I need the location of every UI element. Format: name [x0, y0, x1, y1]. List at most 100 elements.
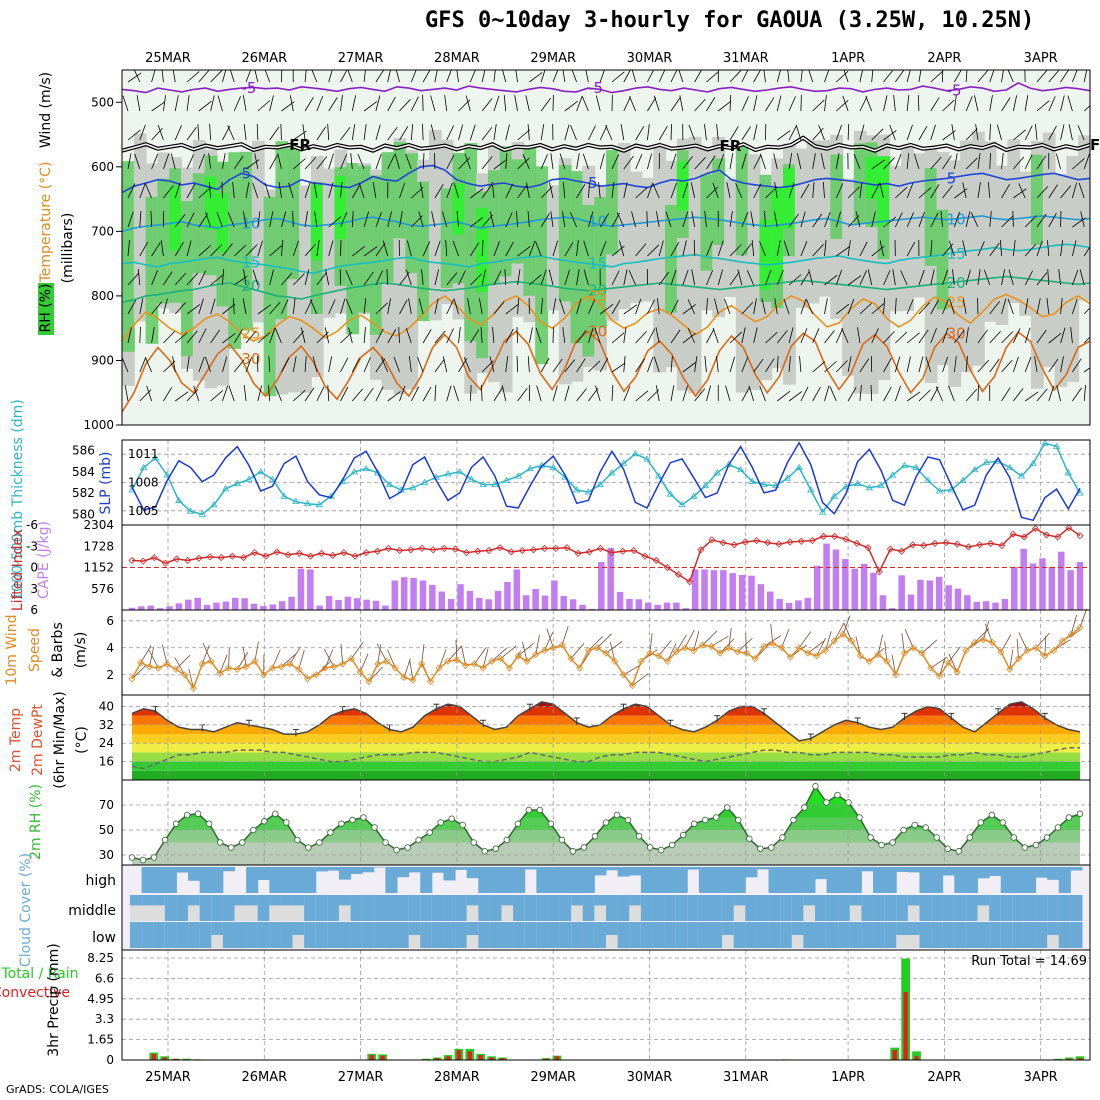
wind-barb	[227, 125, 235, 141]
wind-barb	[953, 356, 957, 373]
temp-axis-label-0: 2m Temp	[8, 708, 24, 772]
wind-barb	[163, 387, 173, 402]
wind-barb	[883, 216, 897, 228]
thickness-tick-label: 586	[72, 444, 95, 458]
wind-barb	[559, 153, 566, 170]
wind-barb	[277, 153, 282, 170]
wind-barb	[836, 70, 849, 83]
rh-point	[668, 841, 676, 849]
humidity-band-green	[558, 165, 572, 302]
wind-barb	[304, 356, 307, 373]
wind-barb	[1067, 95, 1073, 112]
precip-convective-bar	[1066, 1058, 1072, 1060]
wind-speed-point	[935, 672, 944, 680]
wind-barb	[894, 385, 901, 402]
li-tick-label: 6	[30, 603, 38, 617]
temperature-contour-label: FR	[289, 136, 311, 154]
wind-barb	[186, 212, 195, 228]
wind-barb	[1072, 358, 1082, 373]
wind-barb	[829, 386, 837, 402]
cape-bar	[354, 598, 361, 610]
wind-speed-point	[233, 665, 241, 673]
cloud-cell	[965, 867, 979, 893]
cloud-cell	[466, 867, 479, 879]
humidity-band-bright	[452, 183, 466, 235]
wind-barb	[281, 299, 289, 315]
slp-tick-label: 1008	[128, 476, 159, 490]
wind-barb	[269, 95, 274, 112]
cloud-cell	[745, 867, 758, 878]
cloud-cell	[965, 922, 979, 948]
cape-bar	[879, 595, 887, 610]
lifted-index-point	[619, 547, 627, 555]
wind-speed-series	[128, 623, 1084, 692]
cape-bar	[907, 594, 915, 610]
wind-speed-point	[268, 664, 277, 672]
wind-speed-point	[839, 630, 847, 638]
wind-barb	[588, 360, 601, 373]
wind-barb	[434, 330, 446, 344]
wind-barb	[269, 211, 274, 228]
temperature-contour-label: 10	[588, 213, 607, 231]
wind-barb	[1013, 156, 1025, 170]
wind-barb	[233, 244, 247, 257]
cloud-cell	[977, 922, 990, 948]
wind-barb	[859, 270, 867, 286]
rh-point	[724, 804, 731, 811]
lifted-index-point	[161, 559, 170, 567]
wind-barb	[345, 270, 353, 286]
pressure-tick-label: 500	[91, 95, 114, 109]
humidity-band-green	[145, 196, 159, 344]
wind-barb-10m	[833, 623, 845, 642]
cloud-cell	[199, 867, 212, 893]
wind-barb	[1024, 215, 1037, 228]
wind-barb	[198, 328, 207, 344]
wind-barb	[300, 327, 306, 344]
wind-barb	[917, 94, 920, 112]
precip-ticks: 01.653.34.956.68.25	[87, 951, 114, 1067]
date-label-bottom: 30MAR	[627, 1070, 673, 1085]
wind-barb-10m	[588, 636, 603, 651]
lifted-index-point	[652, 556, 660, 564]
wind-barb	[363, 70, 366, 83]
wind-barb	[221, 181, 223, 199]
wind-barb	[198, 187, 212, 199]
lifted-index-point	[1042, 531, 1051, 539]
wind-barb	[387, 126, 398, 141]
cloud-cell	[640, 867, 653, 893]
wind-barb	[493, 159, 508, 170]
wind-barb	[375, 270, 384, 286]
humidity-band-green	[853, 143, 867, 225]
wind-barb	[989, 242, 1000, 257]
rh-point	[272, 810, 279, 817]
wind-barb-10m	[719, 638, 735, 654]
thickness-point	[982, 458, 991, 465]
wind-barb	[505, 124, 510, 141]
wind-barb	[257, 332, 271, 344]
wind-barb	[493, 124, 497, 141]
thickness-point	[1076, 489, 1084, 496]
wind-barb	[847, 275, 862, 286]
wind-barb	[706, 97, 716, 112]
cloud-cell	[280, 867, 294, 893]
wind-barb	[564, 269, 571, 286]
temperature-contour-label: -5	[947, 82, 962, 100]
wind-barb	[562, 70, 566, 83]
wind-speed-point	[470, 660, 478, 668]
wind-barb	[656, 211, 660, 228]
wind-barb	[198, 213, 208, 228]
wind-barb	[410, 96, 419, 112]
cape-bar	[945, 585, 952, 610]
wind-barb	[245, 244, 258, 257]
humidity-band-bright	[204, 176, 218, 230]
cloud-cell	[989, 867, 1002, 877]
wind-barb	[788, 96, 796, 112]
wind-barb	[800, 298, 807, 315]
wind-barb	[340, 212, 348, 228]
wind-barb	[328, 153, 334, 170]
wind-barb	[588, 327, 594, 344]
wind-barb	[363, 271, 374, 286]
wind-barb	[292, 330, 305, 344]
